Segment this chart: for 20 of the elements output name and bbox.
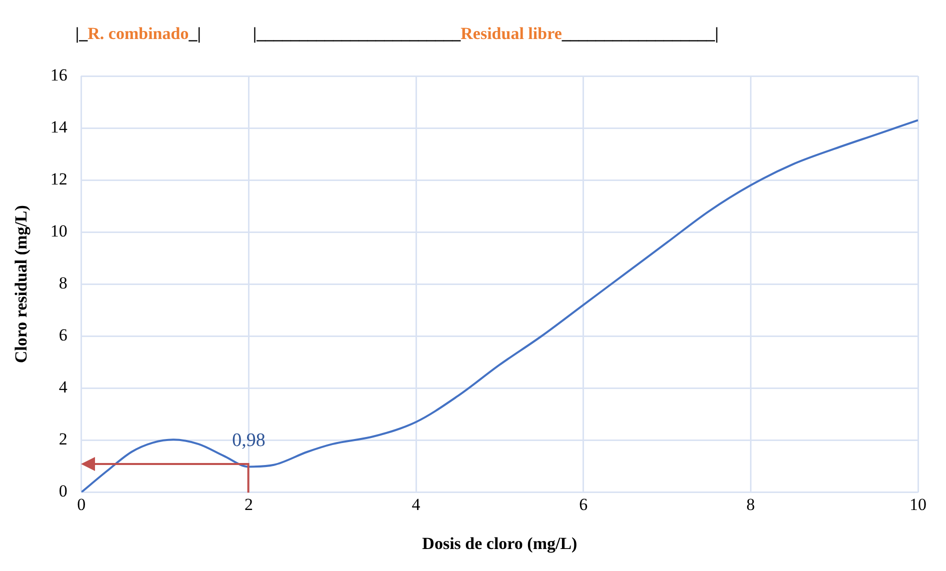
x-tick-label: 2 (244, 494, 253, 514)
y-axis-title: Cloro residual (mg/L) (12, 205, 31, 364)
y-tick-label: 10 (50, 222, 68, 241)
x-axis-title: Dosis de cloro (mg/L) (422, 534, 578, 554)
y-tick-label: 12 (50, 170, 68, 189)
y-tick-label: 8 (58, 274, 68, 293)
x-tick-label: 4 (412, 494, 421, 514)
y-tick-label: 2 (58, 430, 68, 449)
y-tick-label: 14 (50, 117, 68, 136)
text: |________________________Residual libre__________________| (252, 24, 719, 44)
y-tick-label: 16 (50, 65, 68, 84)
x-tick-label: 10 (910, 494, 926, 514)
y-tick-label: 4 (58, 378, 68, 397)
text: |_R. combinado_| (75, 24, 201, 44)
y-tick-label: 6 (58, 326, 68, 345)
annotation: 0,98 (232, 430, 266, 452)
x-tick-label: 8 (746, 494, 755, 514)
y-tick-label: 0 (58, 482, 68, 501)
x-tick-label: 6 (579, 494, 588, 514)
x-tick-label: 0 (77, 494, 86, 514)
